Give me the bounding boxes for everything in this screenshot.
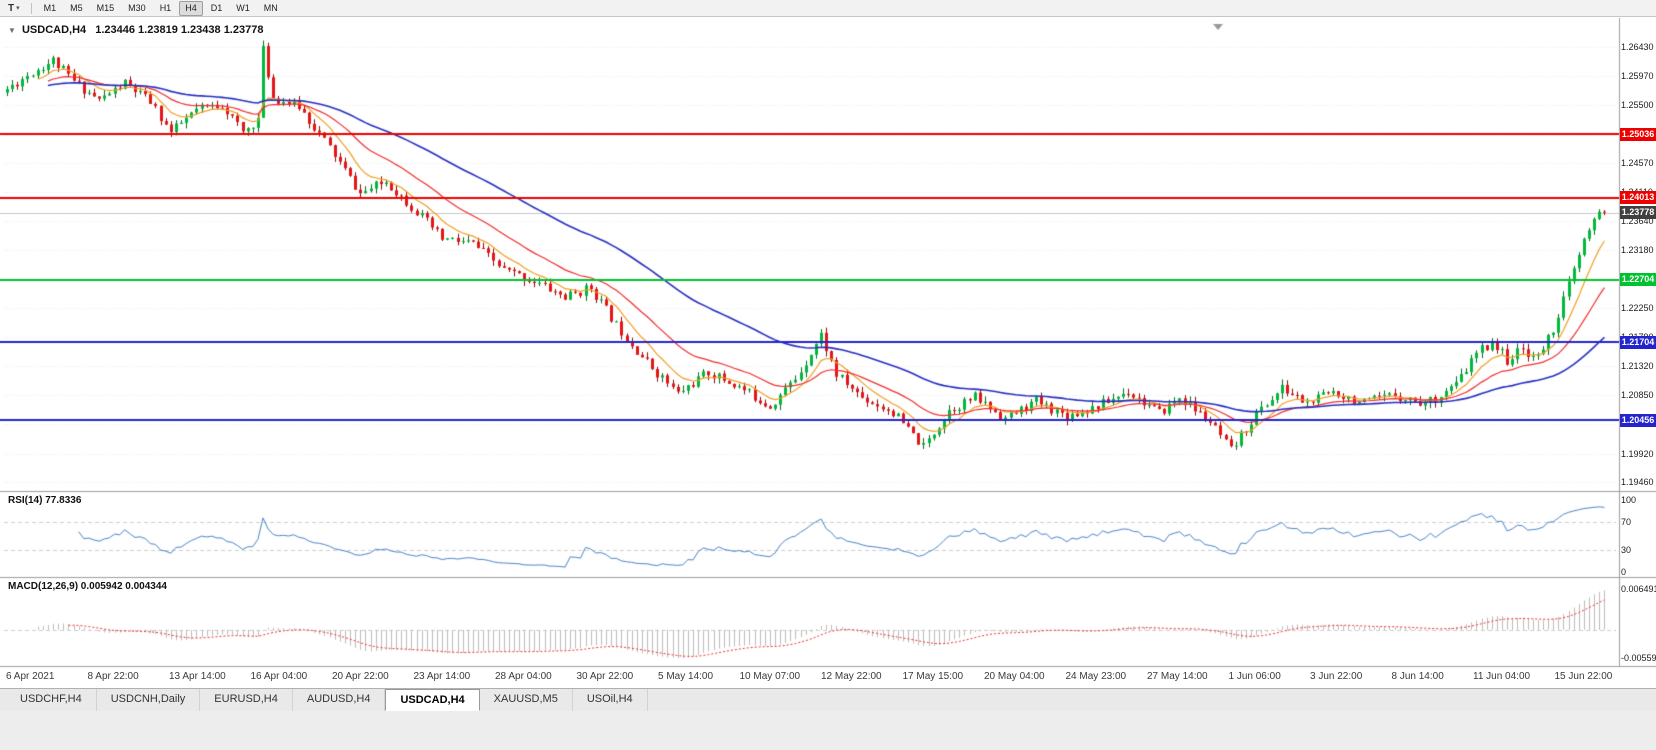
timeframe-buttons: M1 M5 M15 M30 H1 H4 D1 W1 MN xyxy=(37,0,285,16)
chart-tab-usdcnh[interactable]: USDCNH,Daily xyxy=(97,689,201,711)
rsi-indicator-label: RSI(14) 77.8336 xyxy=(8,495,82,506)
macd-scale-max: 0.006491 xyxy=(1621,584,1656,594)
chart-tab-usdchf[interactable]: USDCHF,H4 xyxy=(6,689,97,711)
rsi-scale-value: 0 xyxy=(1621,567,1627,577)
time-axis-label: 10 May 07:00 xyxy=(739,671,801,682)
chart-tab-usoil[interactable]: USOil,H4 xyxy=(573,689,648,711)
hline-price-tag: 1.22704 xyxy=(1620,273,1656,287)
chart-symbol-label: USDCAD,H4 xyxy=(21,24,87,36)
price-tick: 1.25970 xyxy=(1621,70,1654,81)
chart-tabs-bar: USDCHF,H4 USDCNH,Daily EURUSD,H4 AUDUSD,H4 U… xyxy=(0,688,1656,711)
price-tick: 1.26430 xyxy=(1621,42,1654,53)
timeframe-button-m15[interactable]: M15 xyxy=(96,2,115,13)
time-axis-label: 17 May 15:00 xyxy=(902,671,964,682)
price-tick: 1.21320 xyxy=(1621,361,1654,372)
time-axis-label: 11 Jun 04:00 xyxy=(1473,671,1531,682)
collapse-icon[interactable]: ▼ xyxy=(8,26,16,35)
rsi-scale-value: 100 xyxy=(1621,495,1637,505)
price-tick: 1.22250 xyxy=(1621,303,1654,314)
time-axis-label: 15 Jun 22:00 xyxy=(1554,671,1613,682)
rsi-scale-value: 70 xyxy=(1621,516,1632,527)
hline-price-tag: 1.20456 xyxy=(1620,413,1656,427)
price-tick: 1.23180 xyxy=(1621,245,1654,255)
time-axis-label: 3 Jun 22:00 xyxy=(1310,671,1363,682)
timeframe-button-h1[interactable]: H1 xyxy=(159,2,172,13)
macd-scale-min: -0.005593 xyxy=(1621,653,1656,663)
timeframe-toolbar: T ▾ M1 M5 M15 M30 H1 H4 D1 W1 MN xyxy=(0,0,1656,17)
chevron-down-icon: ▾ xyxy=(16,5,20,12)
price-tick: 1.19460 xyxy=(1621,477,1654,488)
current-price-tag: 1.23778 xyxy=(1620,206,1656,220)
chart-tab-eurusd[interactable]: EURUSD,H4 xyxy=(200,689,293,711)
time-axis-label: 6 Apr 2021 xyxy=(6,671,55,682)
time-axis-label: 12 May 22:00 xyxy=(821,671,882,682)
time-axis-label: 30 Apr 22:00 xyxy=(576,671,634,682)
timeframe-button-m1[interactable]: M1 xyxy=(43,2,57,13)
macd-indicator-label: MACD(12,26,9) 0.005942 0.004344 xyxy=(8,581,167,592)
hline-price-tag: 1.24013 xyxy=(1620,191,1656,205)
chart-tab-xauusd[interactable]: XAUUSD,M5 xyxy=(480,689,573,711)
chart-tab-audusd[interactable]: AUDUSD,H4 xyxy=(293,689,386,711)
chart-canvas[interactable] xyxy=(0,0,1656,688)
chart-ohlc-values: 1.23446 1.23819 1.23438 1.23778 xyxy=(95,24,264,36)
price-tick: 1.23640 xyxy=(1621,216,1654,227)
timeframe-button-h4[interactable]: H4 xyxy=(179,0,203,16)
timeframe-button-m30[interactable]: M30 xyxy=(128,2,146,13)
time-axis-label: 8 Apr 22:00 xyxy=(87,671,139,682)
chart-title: ▼ USDCAD,H4 1.23446 1.23819 1.23438 1.23… xyxy=(8,24,263,36)
time-axis-label: 13 Apr 14:00 xyxy=(169,671,226,682)
time-axis-label: 1 Jun 06:00 xyxy=(1228,671,1281,682)
timeframe-button-d1[interactable]: D1 xyxy=(210,2,223,13)
time-axis-label: 23 Apr 14:00 xyxy=(413,671,471,682)
hline-price-tag: 1.25036 xyxy=(1620,127,1656,141)
time-axis-label: 24 May 23:00 xyxy=(1065,671,1127,682)
price-tick: 1.19920 xyxy=(1621,448,1654,459)
time-axis-label: 27 May 14:00 xyxy=(1147,671,1208,682)
timeframe-button-m5[interactable]: M5 xyxy=(70,2,83,13)
time-axis-label: 20 May 04:00 xyxy=(984,671,1045,682)
timeframe-button-w1[interactable]: W1 xyxy=(236,2,250,13)
time-axis-label: 8 Jun 14:00 xyxy=(1391,671,1444,682)
rsi-scale-value: 30 xyxy=(1621,545,1632,556)
timeframe-button-mn[interactable]: MN xyxy=(263,2,278,13)
price-tick: 1.24570 xyxy=(1621,158,1654,169)
chart-tab-usdcad[interactable]: USDCAD,H4 xyxy=(385,689,480,711)
template-button-label: T xyxy=(8,2,15,14)
bottom-strip xyxy=(0,711,1656,750)
template-button[interactable]: T ▾ xyxy=(3,1,25,16)
price-tick: 1.25500 xyxy=(1621,100,1654,111)
toolbar-separator xyxy=(30,2,32,14)
time-axis-label: 28 Apr 04:00 xyxy=(495,671,552,682)
time-axis-label: 5 May 14:00 xyxy=(658,671,714,682)
price-tick: 1.20850 xyxy=(1621,390,1654,401)
time-axis-label: 20 Apr 22:00 xyxy=(332,671,389,682)
time-axis-label: 16 Apr 04:00 xyxy=(250,671,308,682)
hline-price-tag: 1.21704 xyxy=(1620,335,1656,349)
